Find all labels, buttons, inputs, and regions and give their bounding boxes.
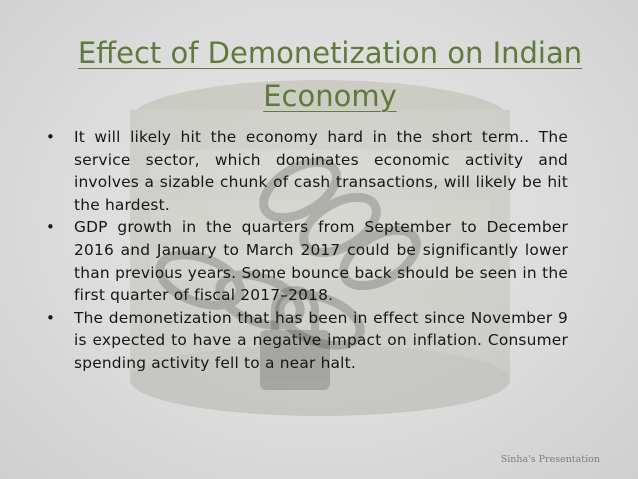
list-item: • It will likely hit the economy hard in… <box>44 126 568 216</box>
bullet-list: • It will likely hit the economy hard in… <box>44 126 568 375</box>
bullet-text: It will likely hit the economy hard in t… <box>74 128 568 214</box>
bullet-icon: • <box>46 218 56 237</box>
list-item: • GDP growth in the quarters from Septem… <box>44 216 568 306</box>
bullet-icon: • <box>46 308 56 327</box>
bullet-text: The demonetization that has been in effe… <box>74 308 568 372</box>
bullet-text: GDP growth in the quarters from Septembe… <box>74 218 568 305</box>
slide-title: Effect of Demonetization on Indian Econo… <box>77 36 583 113</box>
list-item: • The demonetization that has been in ef… <box>44 307 568 375</box>
footer-credit: Sinha's Presentation <box>500 454 600 465</box>
bullet-icon: • <box>46 128 56 146</box>
